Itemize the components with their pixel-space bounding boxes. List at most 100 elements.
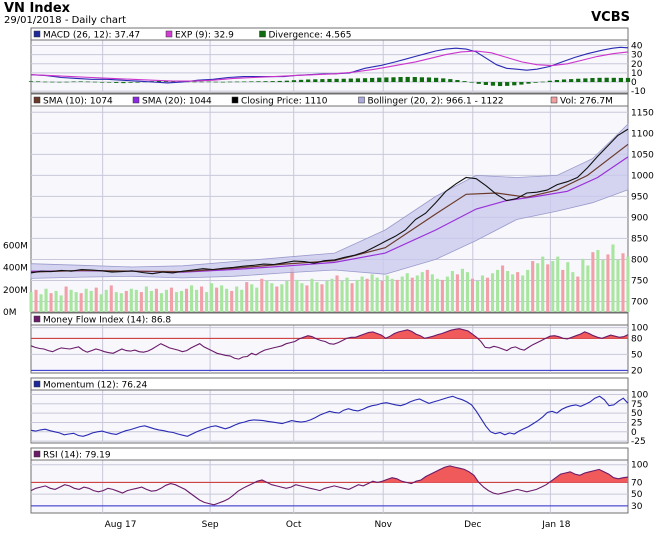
volume-bar xyxy=(169,287,174,312)
volume-bar xyxy=(415,275,419,312)
macd-divergence-bar xyxy=(611,77,616,83)
macd-divergence-bar xyxy=(192,81,197,83)
macd-divergence-bar xyxy=(36,81,41,83)
volume-bar xyxy=(250,284,254,312)
volume-bar xyxy=(99,294,103,312)
volume-bar xyxy=(195,289,199,312)
volume-bar xyxy=(435,278,439,312)
volume-bar xyxy=(94,287,98,312)
momentum-panel-ytick: 75 xyxy=(631,400,642,410)
volume-bar xyxy=(215,287,219,312)
macd-divergence-bar xyxy=(604,77,609,83)
volume-bar xyxy=(405,273,409,312)
macd-divergence-bar xyxy=(341,78,346,83)
mfi-overbought-fill xyxy=(571,331,628,339)
volume-bar xyxy=(184,288,189,312)
macd-divergence-bar xyxy=(434,77,439,83)
volume-bar xyxy=(395,279,399,312)
volume-ytick: 400M xyxy=(3,264,28,274)
macd-divergence-bar xyxy=(107,82,112,83)
macd-divergence-bar xyxy=(199,81,204,83)
price-panel-ytick: 850 xyxy=(631,234,648,244)
volume-bar xyxy=(511,274,515,312)
volume-bar xyxy=(335,275,339,312)
volume-bar xyxy=(290,267,294,312)
mfi-panel-legend-label: Money Flow Index (14): 86.8 xyxy=(43,316,171,326)
volume-bar xyxy=(69,289,73,312)
macd-exp-line xyxy=(30,50,629,82)
volume-bar xyxy=(425,269,429,312)
macd-divergence-bar xyxy=(625,77,631,83)
volume-bar xyxy=(74,292,78,312)
volume-bar xyxy=(295,279,299,312)
volume-bar xyxy=(34,289,38,312)
macd-panel-legend-swatch xyxy=(165,30,173,38)
macd-divergence-bar xyxy=(405,76,410,83)
volume-bar xyxy=(179,290,184,312)
volume-bar xyxy=(420,272,424,312)
price-panel-ytick: 1000 xyxy=(631,171,654,181)
volume-bar xyxy=(275,286,279,312)
macd-divergence-bar xyxy=(370,77,375,83)
price-panel-ytick: 1100 xyxy=(631,129,654,139)
volume-bar xyxy=(506,271,510,312)
rsi-line xyxy=(30,465,629,506)
price-panel-legend-swatch xyxy=(358,96,365,104)
volume-bar xyxy=(546,264,550,312)
mfi-overbought-fill xyxy=(346,328,477,339)
volume-bar xyxy=(370,274,374,312)
volume-bar xyxy=(626,256,630,312)
volume-bar xyxy=(49,293,53,312)
volume-bar xyxy=(225,288,229,312)
volume-bar xyxy=(521,275,525,312)
macd-panel-legend-swatch xyxy=(259,30,266,38)
macd-panel-legend-label: Divergence: 4.565 xyxy=(269,31,352,41)
macd-divergence-bar xyxy=(547,80,552,83)
macd-divergence-bar xyxy=(291,80,297,83)
volume-bar xyxy=(39,294,43,312)
volume-bar xyxy=(109,285,113,312)
macd-divergence-bar xyxy=(306,79,311,83)
volume-bar xyxy=(526,269,530,312)
volume-bar xyxy=(164,289,168,312)
macd-divergence-bar xyxy=(277,80,282,83)
rsi-overbought-fill xyxy=(551,469,628,483)
momentum-line xyxy=(30,395,629,437)
volume-ytick: 200M xyxy=(3,286,28,296)
volume-bar xyxy=(154,288,158,312)
volume-bar xyxy=(285,280,289,312)
macd-divergence-bar xyxy=(114,82,119,83)
volume-bar xyxy=(470,278,475,312)
volume-bar xyxy=(360,276,364,312)
macd-divergence-bar xyxy=(348,78,353,83)
volume-bar xyxy=(330,278,334,312)
macd-divergence-bar xyxy=(597,77,602,83)
chart-title: VN Index xyxy=(4,1,71,16)
macd-divergence-bar xyxy=(448,79,453,83)
rsi-overbought-fill xyxy=(416,465,479,483)
volume-bar xyxy=(210,283,214,312)
macd-divergence-bar xyxy=(590,78,595,83)
volume-bar xyxy=(310,278,314,312)
volume-bar xyxy=(440,279,444,312)
macd-divergence-bar xyxy=(256,81,261,83)
macd-divergence-bar xyxy=(206,81,211,83)
rsi-panel-legend-bar xyxy=(30,447,629,461)
volume-bar xyxy=(606,254,610,312)
macd-divergence-bar xyxy=(512,82,517,86)
macd-divergence-bar xyxy=(235,81,240,83)
volume-bar xyxy=(230,290,234,312)
x-axis-label: Nov xyxy=(374,520,392,530)
volume-bar xyxy=(571,272,575,312)
macd-divergence-bar xyxy=(156,80,162,83)
momentum-panel-legend-swatch xyxy=(33,380,41,388)
price-panel-legend-label: Vol: 276.7M xyxy=(560,97,613,107)
volume-bar xyxy=(475,280,480,312)
volume-bar xyxy=(240,289,244,312)
macd-divergence-bar xyxy=(412,77,417,83)
macd-line xyxy=(30,46,629,84)
macd-divergence-bar xyxy=(227,81,233,83)
momentum-panel-ytick: 50 xyxy=(631,409,643,419)
volume-bar xyxy=(455,274,459,312)
volume-bar xyxy=(586,265,590,312)
